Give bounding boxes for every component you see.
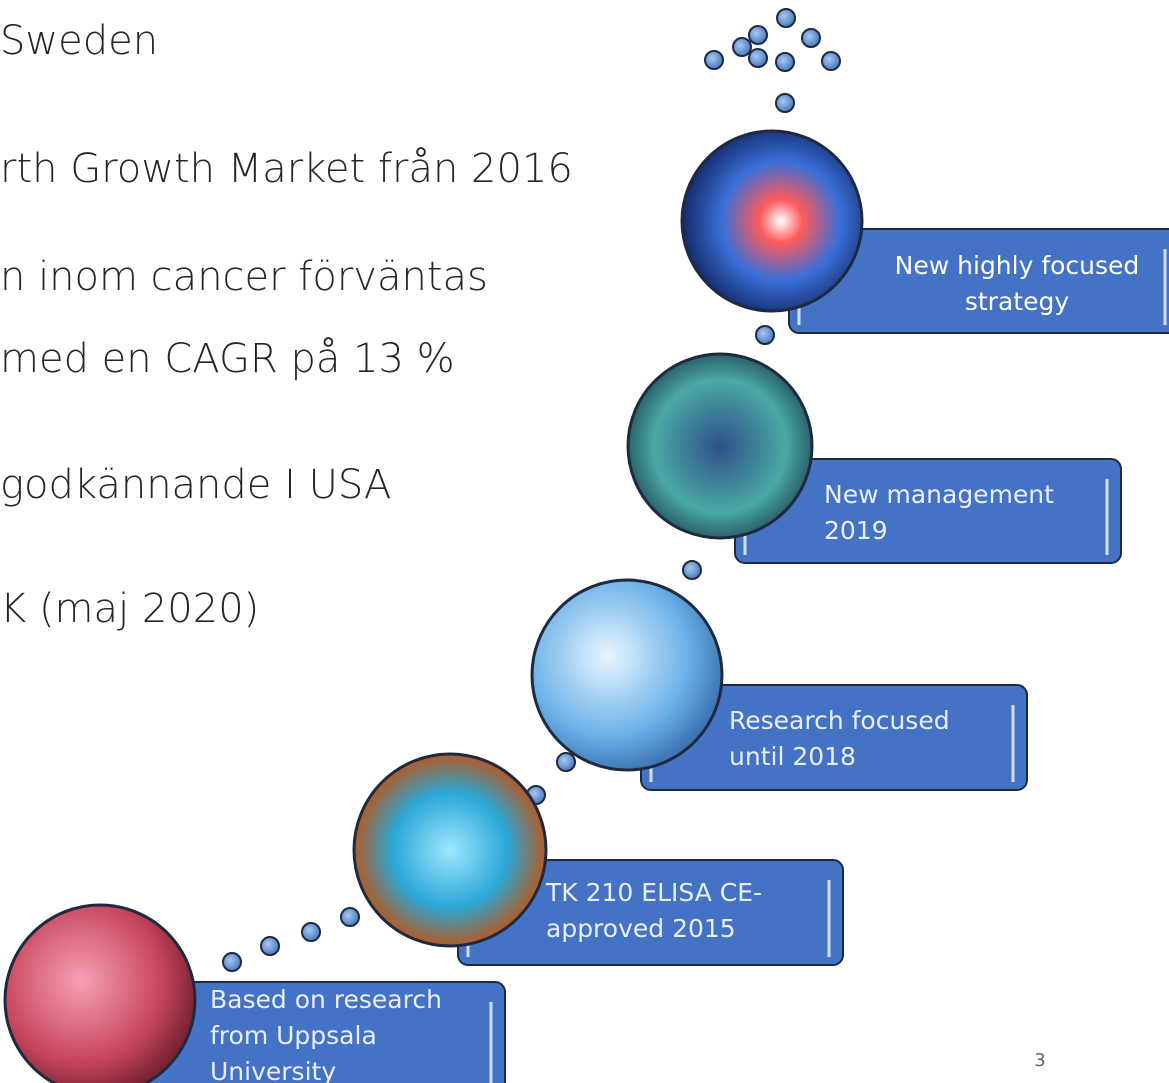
timeline: Based on research from Uppsala University T…	[3, 129, 1169, 1083]
step-image	[626, 352, 814, 540]
body-text: med en CAGR på 13 %	[0, 336, 455, 382]
body-text: K (maj 2020)	[0, 586, 259, 632]
step-label: TK 210 ELISA CE-	[545, 878, 762, 907]
dot	[801, 28, 821, 48]
step-label: strategy	[965, 287, 1069, 316]
dot	[776, 8, 796, 28]
step-label: approved 2015	[546, 914, 736, 943]
dot	[704, 50, 724, 70]
step-label: from Uppsala	[210, 1021, 377, 1050]
dot	[748, 25, 768, 45]
dot	[222, 952, 242, 972]
dot	[682, 560, 702, 580]
dot	[556, 752, 576, 772]
step-label: New management	[824, 480, 1054, 509]
step-label: until 2018	[729, 742, 856, 771]
step-label: 2019	[824, 516, 888, 545]
dot	[340, 907, 360, 927]
dot	[301, 922, 321, 942]
step-label: New highly focused	[895, 251, 1140, 280]
dot	[260, 936, 280, 956]
body-text: n inom cancer förväntas	[0, 254, 488, 300]
step-label: University	[210, 1057, 336, 1083]
dot	[748, 48, 768, 68]
step-image	[530, 578, 724, 772]
dot	[755, 325, 775, 345]
body-text-group: Sweden rth Growth Market från 2016 n inom …	[0, 18, 573, 632]
connector-dots	[222, 8, 841, 972]
dot	[821, 51, 841, 71]
step-label: Based on research	[210, 985, 442, 1014]
dot	[775, 52, 795, 72]
body-text: godkännande I USA	[0, 462, 391, 508]
body-text: rth Growth Market från 2016	[0, 146, 573, 192]
step-image	[680, 129, 864, 313]
dot	[775, 93, 795, 113]
page-number: 3	[1034, 1050, 1045, 1071]
dot	[732, 37, 752, 57]
step-image	[352, 752, 548, 948]
step-label: Research focused	[729, 706, 950, 735]
body-text: Sweden	[0, 18, 158, 64]
step-image	[3, 903, 197, 1083]
